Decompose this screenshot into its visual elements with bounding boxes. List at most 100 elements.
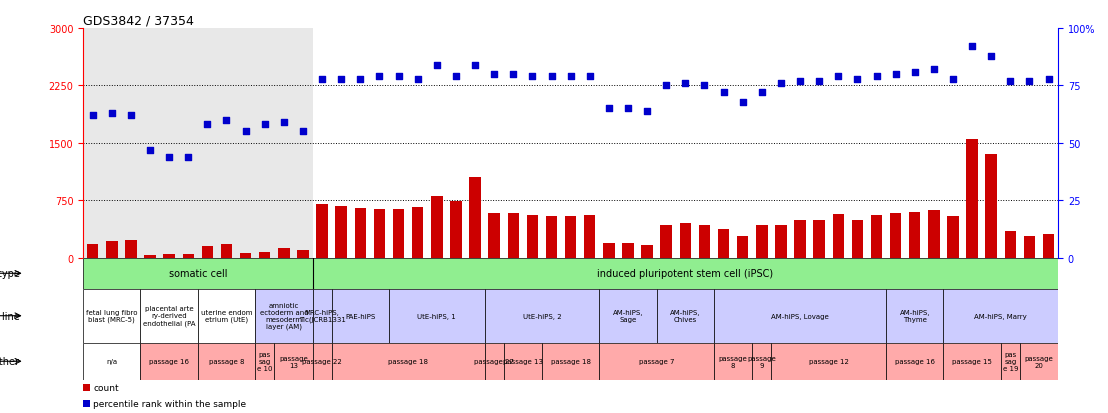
- Text: UtE-hiPS, 1: UtE-hiPS, 1: [418, 313, 456, 319]
- Point: [217, 117, 235, 124]
- Bar: [657, 289, 714, 343]
- Bar: [106, 241, 117, 258]
- Point: [868, 74, 885, 81]
- Text: passage
9: passage 9: [748, 355, 777, 368]
- Text: cell line: cell line: [0, 311, 20, 321]
- Point: [562, 74, 579, 81]
- Point: [314, 76, 331, 83]
- Text: passage
8: passage 8: [719, 355, 748, 368]
- Text: passage
13: passage 13: [279, 355, 308, 368]
- Bar: [312, 343, 331, 380]
- Bar: [141, 289, 198, 343]
- Bar: [183, 255, 194, 258]
- Bar: [141, 343, 198, 380]
- Point: [810, 78, 828, 85]
- Bar: [275, 343, 312, 380]
- Point: [237, 129, 255, 135]
- Bar: [599, 343, 714, 380]
- Point: [715, 90, 732, 96]
- Bar: [794, 221, 806, 258]
- Bar: [886, 289, 943, 343]
- Point: [638, 108, 656, 115]
- Bar: [947, 217, 958, 258]
- Text: UtE-hiPS, 2: UtE-hiPS, 2: [523, 313, 562, 319]
- Bar: [966, 140, 978, 258]
- Bar: [756, 225, 768, 258]
- Text: passage 27: passage 27: [474, 358, 514, 364]
- Bar: [393, 209, 404, 258]
- Bar: [943, 343, 1001, 380]
- Bar: [642, 245, 653, 258]
- Point: [409, 76, 427, 83]
- Bar: [623, 243, 634, 258]
- Point: [1039, 76, 1057, 83]
- Point: [122, 113, 140, 119]
- Point: [753, 90, 771, 96]
- Point: [849, 76, 866, 83]
- Point: [390, 74, 408, 81]
- Bar: [599, 289, 657, 343]
- Point: [504, 71, 522, 78]
- Text: other: other: [0, 356, 20, 366]
- Point: [294, 129, 311, 135]
- Bar: [198, 343, 255, 380]
- Bar: [507, 214, 519, 258]
- Point: [619, 106, 637, 112]
- Bar: [886, 343, 943, 380]
- Point: [601, 106, 618, 112]
- Point: [925, 67, 943, 74]
- Point: [733, 99, 751, 106]
- Bar: [239, 254, 252, 258]
- Text: passage 12: passage 12: [809, 358, 849, 364]
- Text: AM-hiPS, Lovage: AM-hiPS, Lovage: [771, 313, 829, 319]
- Bar: [86, 244, 99, 258]
- Point: [161, 154, 178, 161]
- Bar: [909, 212, 921, 258]
- Bar: [699, 225, 710, 258]
- Text: PAE-hiPS: PAE-hiPS: [346, 313, 376, 319]
- Text: percentile rank within the sample: percentile rank within the sample: [93, 399, 246, 408]
- Bar: [373, 209, 386, 258]
- Text: AM-hiPS,
Chives: AM-hiPS, Chives: [670, 309, 700, 323]
- Point: [791, 78, 809, 85]
- Text: amniotic
ectoderm and
mesoderm
layer (AM): amniotic ectoderm and mesoderm layer (AM…: [259, 302, 308, 330]
- Bar: [943, 289, 1058, 343]
- Point: [256, 122, 274, 128]
- Bar: [852, 221, 863, 258]
- Bar: [331, 343, 484, 380]
- Text: cell type: cell type: [0, 268, 20, 279]
- Text: passage
20: passage 20: [1025, 355, 1054, 368]
- Bar: [603, 244, 615, 258]
- Bar: [565, 217, 576, 258]
- Point: [84, 113, 102, 119]
- Bar: [679, 224, 691, 258]
- Point: [696, 83, 714, 90]
- Bar: [776, 225, 787, 258]
- Bar: [431, 197, 442, 258]
- Text: AM-hiPS,
Sage: AM-hiPS, Sage: [613, 309, 644, 323]
- Bar: [220, 245, 233, 258]
- Text: induced pluripotent stem cell (iPSC): induced pluripotent stem cell (iPSC): [597, 268, 773, 279]
- Bar: [1001, 343, 1019, 380]
- Bar: [1043, 235, 1055, 258]
- Point: [447, 74, 464, 81]
- Bar: [752, 343, 771, 380]
- Bar: [584, 215, 595, 258]
- Bar: [312, 289, 331, 343]
- Bar: [484, 289, 599, 343]
- Point: [466, 62, 484, 69]
- Bar: [336, 206, 347, 258]
- Bar: [1005, 231, 1016, 258]
- Point: [179, 154, 197, 161]
- Bar: [1019, 343, 1058, 380]
- Text: passage 13: passage 13: [503, 358, 543, 364]
- Bar: [312, 29, 1058, 258]
- Point: [141, 147, 158, 154]
- Bar: [450, 202, 462, 258]
- Point: [886, 71, 904, 78]
- Text: MRC-hiPS,
Tic(JCRB1331: MRC-hiPS, Tic(JCRB1331: [299, 309, 346, 323]
- Point: [983, 53, 1001, 60]
- Bar: [737, 237, 748, 258]
- Point: [581, 74, 598, 81]
- Text: passage 18: passage 18: [388, 358, 428, 364]
